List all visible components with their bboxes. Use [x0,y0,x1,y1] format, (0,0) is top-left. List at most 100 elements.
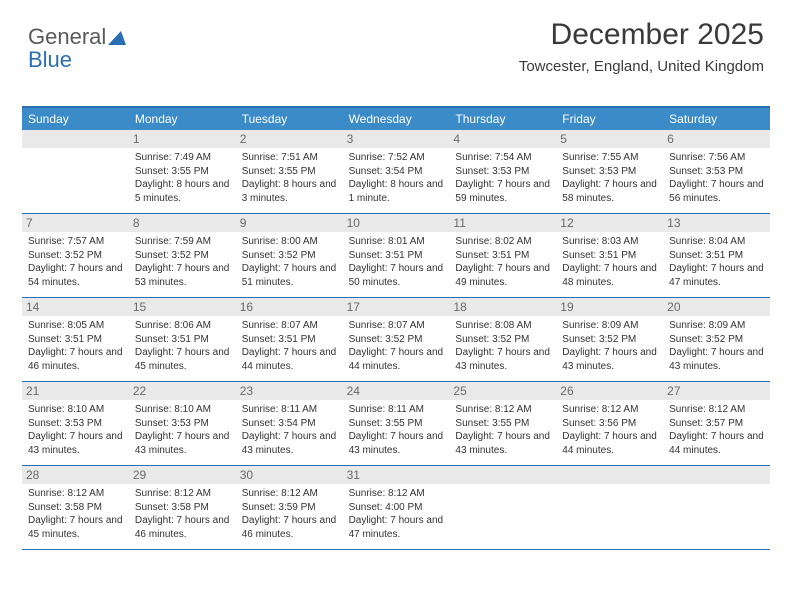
daylight-line: Daylight: 7 hours and 45 minutes. [135,346,230,373]
sunset-line: Sunset: 3:55 PM [455,417,550,431]
day-number: 28 [22,466,129,484]
day-number: 31 [343,466,450,484]
day-number: 1 [129,130,236,148]
sunset-line: Sunset: 3:55 PM [349,417,444,431]
daylight-line: Daylight: 7 hours and 44 minutes. [669,430,764,457]
sunrise-line: Sunrise: 8:12 AM [562,403,657,417]
sunrise-line: Sunrise: 8:01 AM [349,235,444,249]
cell-body: Sunrise: 8:07 AMSunset: 3:51 PMDaylight:… [242,319,337,373]
day-number: 15 [129,298,236,316]
daylight-line: Daylight: 7 hours and 47 minutes. [669,262,764,289]
day-number: 4 [449,130,556,148]
sunset-line: Sunset: 3:52 PM [455,333,550,347]
day-number: 17 [343,298,450,316]
sunrise-line: Sunrise: 8:07 AM [349,319,444,333]
calendar-cell: 7Sunrise: 7:57 AMSunset: 3:52 PMDaylight… [22,214,129,297]
cell-body: Sunrise: 8:12 AMSunset: 3:59 PMDaylight:… [242,487,337,541]
sunrise-line: Sunrise: 7:57 AM [28,235,123,249]
day-number: 25 [449,382,556,400]
sunrise-line: Sunrise: 7:55 AM [562,151,657,165]
day-number: 22 [129,382,236,400]
daylight-line: Daylight: 7 hours and 44 minutes. [349,346,444,373]
calendar-week-row: 28Sunrise: 8:12 AMSunset: 3:58 PMDayligh… [22,466,770,550]
day-number: 11 [449,214,556,232]
calendar-cell: 20Sunrise: 8:09 AMSunset: 3:52 PMDayligh… [663,298,770,381]
daylight-line: Daylight: 7 hours and 56 minutes. [669,178,764,205]
daylight-line: Daylight: 7 hours and 58 minutes. [562,178,657,205]
sunrise-line: Sunrise: 8:09 AM [562,319,657,333]
day-number: 24 [343,382,450,400]
calendar-week-row: 1 Sunrise: 7:49 AMSunset: 3:55 PMDaylight… [22,130,770,214]
cell-body: Sunrise: 7:59 AMSunset: 3:52 PMDaylight:… [135,235,230,289]
cell-body: Sunrise: 8:05 AMSunset: 3:51 PMDaylight:… [28,319,123,373]
sunset-line: Sunset: 3:55 PM [135,165,230,179]
calendar-cell: 21Sunrise: 8:10 AMSunset: 3:53 PMDayligh… [22,382,129,465]
sunset-line: Sunset: 3:52 PM [349,333,444,347]
calendar-cell: 26Sunrise: 8:12 AMSunset: 3:56 PMDayligh… [556,382,663,465]
sunrise-line: Sunrise: 8:05 AM [28,319,123,333]
sunrise-line: Sunrise: 8:12 AM [669,403,764,417]
day-number: 3 [343,130,450,148]
sunset-line: Sunset: 3:51 PM [669,249,764,263]
sunrise-line: Sunrise: 8:08 AM [455,319,550,333]
cell-body: Sunrise: 8:03 AMSunset: 3:51 PMDaylight:… [562,235,657,289]
sunset-line: Sunset: 3:51 PM [28,333,123,347]
cell-body: Sunrise: 7:56 AMSunset: 3:53 PMDaylight:… [669,151,764,205]
page-subtitle: Towcester, England, United Kingdom [519,58,764,75]
sunset-line: Sunset: 3:54 PM [349,165,444,179]
sunrise-line: Sunrise: 8:12 AM [349,487,444,501]
calendar-cell: 11Sunrise: 8:02 AMSunset: 3:51 PMDayligh… [449,214,556,297]
day-number: 16 [236,298,343,316]
day-number [449,466,556,484]
sunrise-line: Sunrise: 8:11 AM [349,403,444,417]
day-number: 10 [343,214,450,232]
calendar-cell: 30Sunrise: 8:12 AMSunset: 3:59 PMDayligh… [236,466,343,549]
daylight-line: Daylight: 7 hours and 54 minutes. [28,262,123,289]
sunset-line: Sunset: 3:52 PM [669,333,764,347]
sunset-line: Sunset: 3:51 PM [455,249,550,263]
cell-body: Sunrise: 8:06 AMSunset: 3:51 PMDaylight:… [135,319,230,373]
sunrise-line: Sunrise: 8:03 AM [562,235,657,249]
daylight-line: Daylight: 7 hours and 43 minutes. [349,430,444,457]
calendar-cell [22,130,129,213]
calendar-header-cell: Saturday [663,108,770,130]
daylight-line: Daylight: 8 hours and 1 minute. [349,178,444,205]
sunset-line: Sunset: 4:00 PM [349,501,444,515]
daylight-line: Daylight: 8 hours and 5 minutes. [135,178,230,205]
calendar-cell: 6 Sunrise: 7:56 AMSunset: 3:53 PMDaylight… [663,130,770,213]
calendar-cell: 4 Sunrise: 7:54 AMSunset: 3:53 PMDaylight… [449,130,556,213]
calendar-cell: 27Sunrise: 8:12 AMSunset: 3:57 PMDayligh… [663,382,770,465]
calendar-header-cell: Friday [556,108,663,130]
page-title: December 2025 [519,18,764,52]
cell-body: Sunrise: 7:57 AMSunset: 3:52 PMDaylight:… [28,235,123,289]
sunrise-line: Sunrise: 8:02 AM [455,235,550,249]
cell-body: Sunrise: 7:49 AMSunset: 3:55 PMDaylight:… [135,151,230,205]
calendar-header-cell: Thursday [449,108,556,130]
daylight-line: Daylight: 7 hours and 59 minutes. [455,178,550,205]
daylight-line: Daylight: 7 hours and 43 minutes. [455,430,550,457]
day-number [556,466,663,484]
daylight-line: Daylight: 7 hours and 43 minutes. [242,430,337,457]
calendar-cell: 2Sunrise: 7:51 AMSunset: 3:55 PMDaylight… [236,130,343,213]
calendar: SundayMondayTuesdayWednesdayThursdayFrid… [22,106,770,550]
calendar-cell: 16 Sunrise: 8:07 AMSunset: 3:51 PMDayligh… [236,298,343,381]
sunrise-line: Sunrise: 8:09 AM [669,319,764,333]
calendar-cell: 13Sunrise: 8:04 AMSunset: 3:51 PMDayligh… [663,214,770,297]
calendar-cell: 24 Sunrise: 8:11 AMSunset: 3:55 PMDayligh… [343,382,450,465]
sunset-line: Sunset: 3:51 PM [562,249,657,263]
calendar-cell: 18Sunrise: 8:08 AMSunset: 3:52 PMDayligh… [449,298,556,381]
sunset-line: Sunset: 3:52 PM [135,249,230,263]
calendar-cell: 25 Sunrise: 8:12 AMSunset: 3:55 PMDayligh… [449,382,556,465]
sunset-line: Sunset: 3:52 PM [28,249,123,263]
sunrise-line: Sunrise: 8:12 AM [135,487,230,501]
cell-body: Sunrise: 8:12 AMSunset: 3:55 PMDaylight:… [455,403,550,457]
logo-text-2: Blue [28,47,72,72]
cell-body: Sunrise: 8:11 AMSunset: 3:54 PMDaylight:… [242,403,337,457]
day-number: 6 [663,130,770,148]
brand-logo: General Blue [28,26,126,71]
cell-body: Sunrise: 8:00 AMSunset: 3:52 PMDaylight:… [242,235,337,289]
cell-body: Sunrise: 7:54 AMSunset: 3:53 PMDaylight:… [455,151,550,205]
calendar-cell: 15 Sunrise: 8:06 AMSunset: 3:51 PMDayligh… [129,298,236,381]
calendar-cell [556,466,663,549]
sunset-line: Sunset: 3:51 PM [349,249,444,263]
